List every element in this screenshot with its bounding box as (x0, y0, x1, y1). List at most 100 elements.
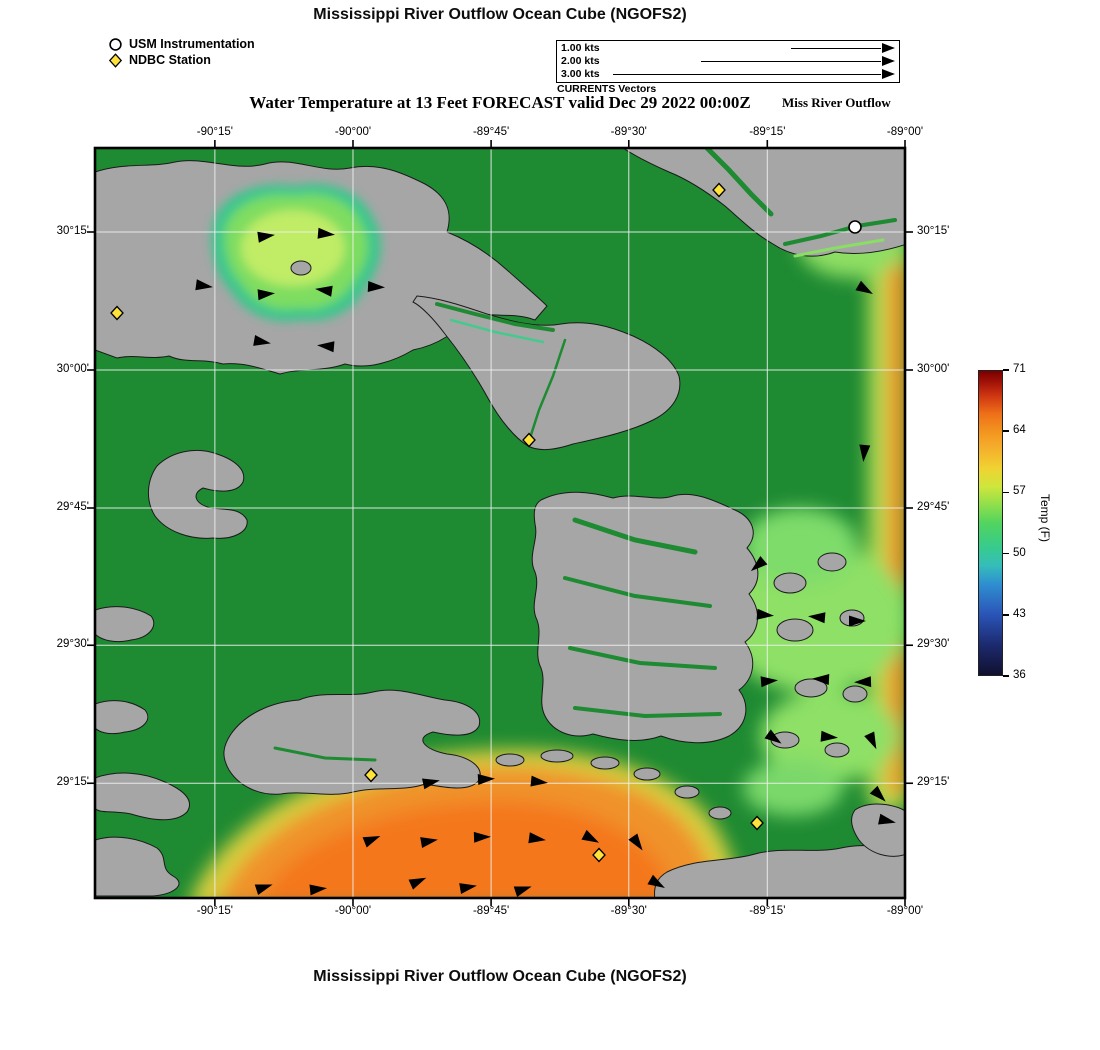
legend-row-usm: USM Instrumentation (108, 36, 255, 52)
arrowhead-icon (882, 56, 895, 67)
axis-tick-label: -90°00' (334, 905, 372, 917)
marsh-west-2 (95, 700, 149, 735)
marsh-island (824, 742, 850, 758)
landmass-southeast (654, 845, 905, 898)
barrier-island (674, 785, 700, 799)
colorbar-tick (1003, 614, 1009, 616)
arrowhead-icon (882, 69, 895, 79)
barrier-island (633, 767, 661, 781)
current-vector-arrow (750, 556, 768, 572)
lake-island (290, 260, 312, 276)
current-vector-arrow (367, 281, 385, 293)
current-vector-arrow (408, 877, 427, 890)
current-vector-arrow (422, 778, 440, 790)
current-vector-arrow (869, 785, 886, 802)
current-vector-arrow (317, 227, 335, 239)
axis-tick-label: -89°30' (610, 126, 647, 138)
vector-legend-row: 1.00 kts (557, 42, 899, 55)
current-vector-arrow (647, 874, 665, 888)
colorbar-tick-label: 50 (1013, 546, 1026, 559)
current-vector-arrow (309, 884, 327, 896)
current-vector-arrow (855, 280, 873, 294)
landmass-central-spit (412, 295, 681, 451)
landmass-east-marsh (531, 491, 759, 744)
current-vector-arrow (513, 886, 532, 898)
colorbar: 36 43 50 57 64 71 (978, 363, 1058, 681)
current-vector-arrow (878, 813, 896, 825)
current-vector-arrow (315, 285, 333, 297)
ndbc-legend-label: NDBC Station (129, 53, 211, 67)
current-vector-arrow (420, 837, 438, 848)
legend-row-ndbc: NDBC Station (108, 52, 255, 68)
currents-vectors-caption: CURRENTS Vectors (557, 83, 657, 95)
land-layer (95, 148, 905, 898)
colorbar-tick-label: 64 (1013, 424, 1026, 437)
current-vector-arrow (362, 836, 381, 848)
colorbar-tick (1003, 430, 1009, 432)
axis-tick-label: -89°30' (610, 905, 647, 917)
axis-tick-label: 30°00' (917, 363, 950, 375)
current-vector-arrow (477, 773, 495, 785)
ndbc-station-marker (592, 847, 606, 863)
map-frame (93, 146, 907, 900)
marsh-west-3 (95, 772, 190, 821)
current-vector-arrow (864, 731, 877, 750)
marsh-island (776, 618, 814, 642)
vector-speed-label: 3.00 kts (561, 67, 600, 80)
landmass-southeast-corner (851, 803, 905, 857)
axis-tick-label: 29°30' (917, 638, 950, 651)
map-canvas (87, 140, 913, 906)
axis-tick-label: -89°45' (472, 905, 510, 917)
barrier-island (540, 749, 574, 763)
axis-tick-label: 29°15' (56, 776, 89, 789)
axis-tick-label: 29°30' (56, 638, 89, 651)
usm-circle-icon (109, 37, 122, 51)
colorbar-tick (1003, 491, 1009, 494)
marsh-island (773, 572, 807, 594)
axis-ticks (87, 140, 913, 906)
currents-vector-legend: 1.00 kts 2.00 kts 3.00 kts (556, 40, 900, 83)
axis-tick-label: -89°15' (749, 126, 786, 138)
marsh-west-1 (95, 606, 155, 643)
ndbc-station-marker (364, 767, 378, 783)
current-vector-arrow (812, 673, 830, 685)
region-label: Miss River Outflow (782, 95, 891, 110)
grid-layer (95, 148, 905, 898)
axis-tick-label: -90°15' (196, 905, 233, 917)
axis-tick-label: -89°15' (749, 905, 786, 917)
colorbar-tick (1003, 552, 1009, 555)
barrier-island (495, 753, 525, 767)
barrier-island (590, 756, 620, 770)
current-vector-arrow (859, 444, 871, 462)
ndbc-station-marker (110, 305, 124, 321)
current-vector-arrow (764, 729, 782, 744)
current-vector-arrow (254, 884, 273, 896)
current-vectors-layer (195, 227, 896, 898)
ndbc-station-marker (712, 182, 726, 198)
landmass-northeast (622, 148, 905, 257)
usm-station-marker (848, 220, 862, 234)
axis-tick-label: -89°00' (886, 905, 924, 917)
axis-tick-label: 30°15' (917, 225, 950, 237)
channel-layer (273, 148, 897, 762)
current-vector-arrow (760, 676, 778, 688)
bottom-title: Mississippi River Outflow Ocean Cube (NG… (313, 968, 687, 985)
ndbc-station-marker (522, 432, 536, 448)
current-vector-arrow (253, 335, 271, 346)
usm-legend-label: USM Instrumentation (129, 37, 255, 51)
page-title: Mississippi River Outflow Ocean Cube (NG… (313, 6, 687, 23)
current-vector-arrow (257, 289, 275, 301)
current-vector-arrow (317, 341, 335, 353)
current-vector-arrow (820, 730, 838, 742)
current-vector-arrow (473, 831, 491, 843)
barrier-island (708, 806, 732, 820)
axis-tick-label: 30°15' (56, 225, 89, 237)
warm-water-layer (191, 210, 905, 898)
marsh-island (817, 552, 847, 572)
vector-speed-label: 1.00 kts (561, 42, 600, 54)
axis-tick-label: 29°45' (56, 501, 89, 513)
vector-scale-line (613, 69, 895, 79)
current-vector-arrow (459, 883, 477, 894)
axis-tick-label: -90°15' (196, 126, 233, 138)
